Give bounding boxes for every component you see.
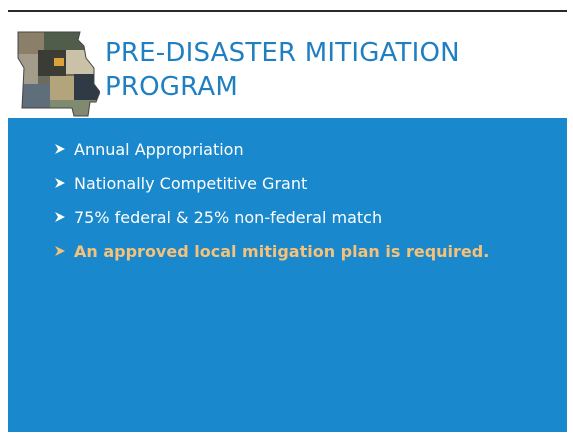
title-line: PRE-DISASTER MITIGATION xyxy=(105,36,460,70)
bullet-list: Annual Appropriation Nationally Competiti… xyxy=(54,132,489,268)
bullet-arrow xyxy=(54,245,66,257)
arrow-shape xyxy=(55,246,65,256)
content-area: Annual Appropriation Nationally Competiti… xyxy=(8,118,567,432)
slide-title: PRE-DISASTER MITIGATION PROGRAM xyxy=(105,36,460,104)
bullet-item: 75% federal & 25% non-federal match xyxy=(54,200,489,234)
header: PRE-DISASTER MITIGATION PROGRAM xyxy=(8,12,567,118)
slide: PRE-DISASTER MITIGATION PROGRAM Annual A… xyxy=(8,10,567,432)
bullet-text: Annual Appropriation xyxy=(74,140,244,159)
bullet-text: An approved local mitigation plan is req… xyxy=(74,242,489,261)
bullet-arrow xyxy=(54,177,66,189)
title-line: PROGRAM xyxy=(105,70,460,104)
bullet-item: Nationally Competitive Grant xyxy=(54,166,489,200)
bullet-item: Annual Appropriation xyxy=(54,132,489,166)
arrow-shape xyxy=(55,212,65,222)
bullet-text: Nationally Competitive Grant xyxy=(74,174,307,193)
arrow-shape xyxy=(55,178,65,188)
bullet-item: An approved local mitigation plan is req… xyxy=(54,234,489,268)
arrow-shape xyxy=(55,144,65,154)
page: {"header": {"title_lines": ["PRE-DISASTE… xyxy=(0,0,573,436)
bullet-text: 75% federal & 25% non-federal match xyxy=(74,208,382,227)
bullet-arrow xyxy=(54,143,66,155)
missouri-map-icon xyxy=(14,28,100,120)
bullet-arrow xyxy=(54,211,66,223)
